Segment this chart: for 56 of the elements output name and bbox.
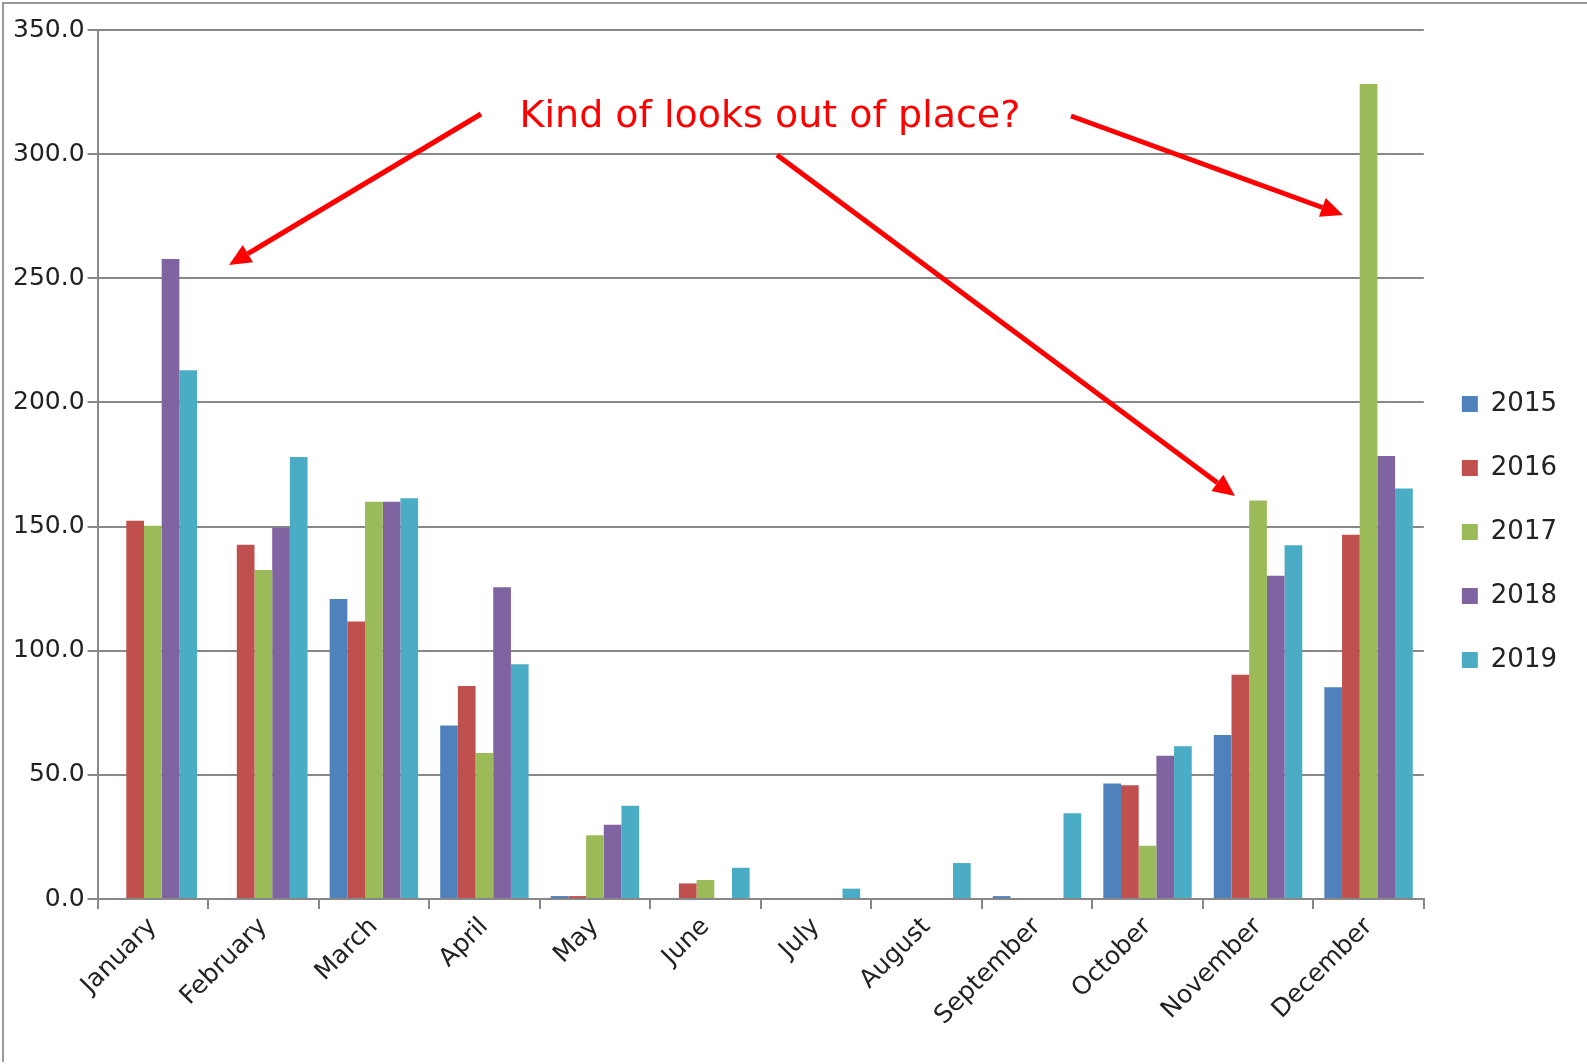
bar: [475, 753, 494, 899]
bar: [347, 621, 366, 899]
bar: [621, 805, 640, 899]
bar: [842, 888, 861, 899]
bar: [365, 501, 383, 899]
bar: [382, 501, 401, 899]
y-tick-label: 50.0: [28, 758, 85, 788]
y-tick-label: 150.0: [12, 510, 85, 540]
y-tick-label: 0.0: [44, 882, 85, 912]
bar: [236, 544, 255, 899]
bar: [272, 527, 290, 899]
bar: [696, 879, 715, 899]
bar: [953, 863, 971, 899]
bar: [1249, 500, 1267, 899]
bar: [289, 457, 308, 899]
bar: [1231, 674, 1250, 899]
legend-label: 2017: [1490, 514, 1557, 545]
annotation: Kind of looks out of place?: [519, 91, 1021, 136]
bar: [1342, 534, 1360, 899]
y-tick-label: 300.0: [12, 137, 85, 167]
y-tick-label: 100.0: [12, 634, 85, 664]
bar: [329, 599, 348, 899]
bar: [1174, 746, 1192, 899]
bar: [731, 867, 750, 899]
bar: [1395, 488, 1413, 899]
bar: [1284, 545, 1303, 899]
bar: [1324, 687, 1343, 899]
bar: [126, 520, 144, 899]
bar: [400, 498, 419, 899]
bar: [510, 664, 529, 899]
bar: [254, 570, 273, 899]
bar: [161, 258, 180, 899]
legend-label: 2019: [1490, 642, 1557, 673]
bar: [440, 725, 458, 899]
bar: [179, 370, 198, 899]
y-tick-label: 350.0: [12, 13, 85, 43]
bar: [1121, 785, 1139, 899]
bar: [1213, 734, 1232, 899]
bar: [1138, 845, 1157, 899]
bar: [1063, 813, 1082, 899]
bar: [1266, 575, 1285, 899]
bar: [586, 835, 604, 899]
legend-label: 2016: [1490, 450, 1557, 481]
bar: [1103, 783, 1121, 899]
bar: [457, 686, 476, 899]
bar: [143, 525, 162, 899]
bar: [678, 883, 697, 899]
bar: [493, 587, 511, 899]
bar: [1156, 755, 1175, 899]
legend-label: 2018: [1490, 578, 1557, 609]
bar: [1359, 83, 1378, 899]
y-tick-label: 200.0: [12, 385, 85, 415]
bar: [1377, 456, 1396, 899]
legend-label: 2015: [1490, 386, 1557, 417]
bar: [603, 824, 622, 899]
y-tick-label: 250.0: [12, 261, 85, 291]
